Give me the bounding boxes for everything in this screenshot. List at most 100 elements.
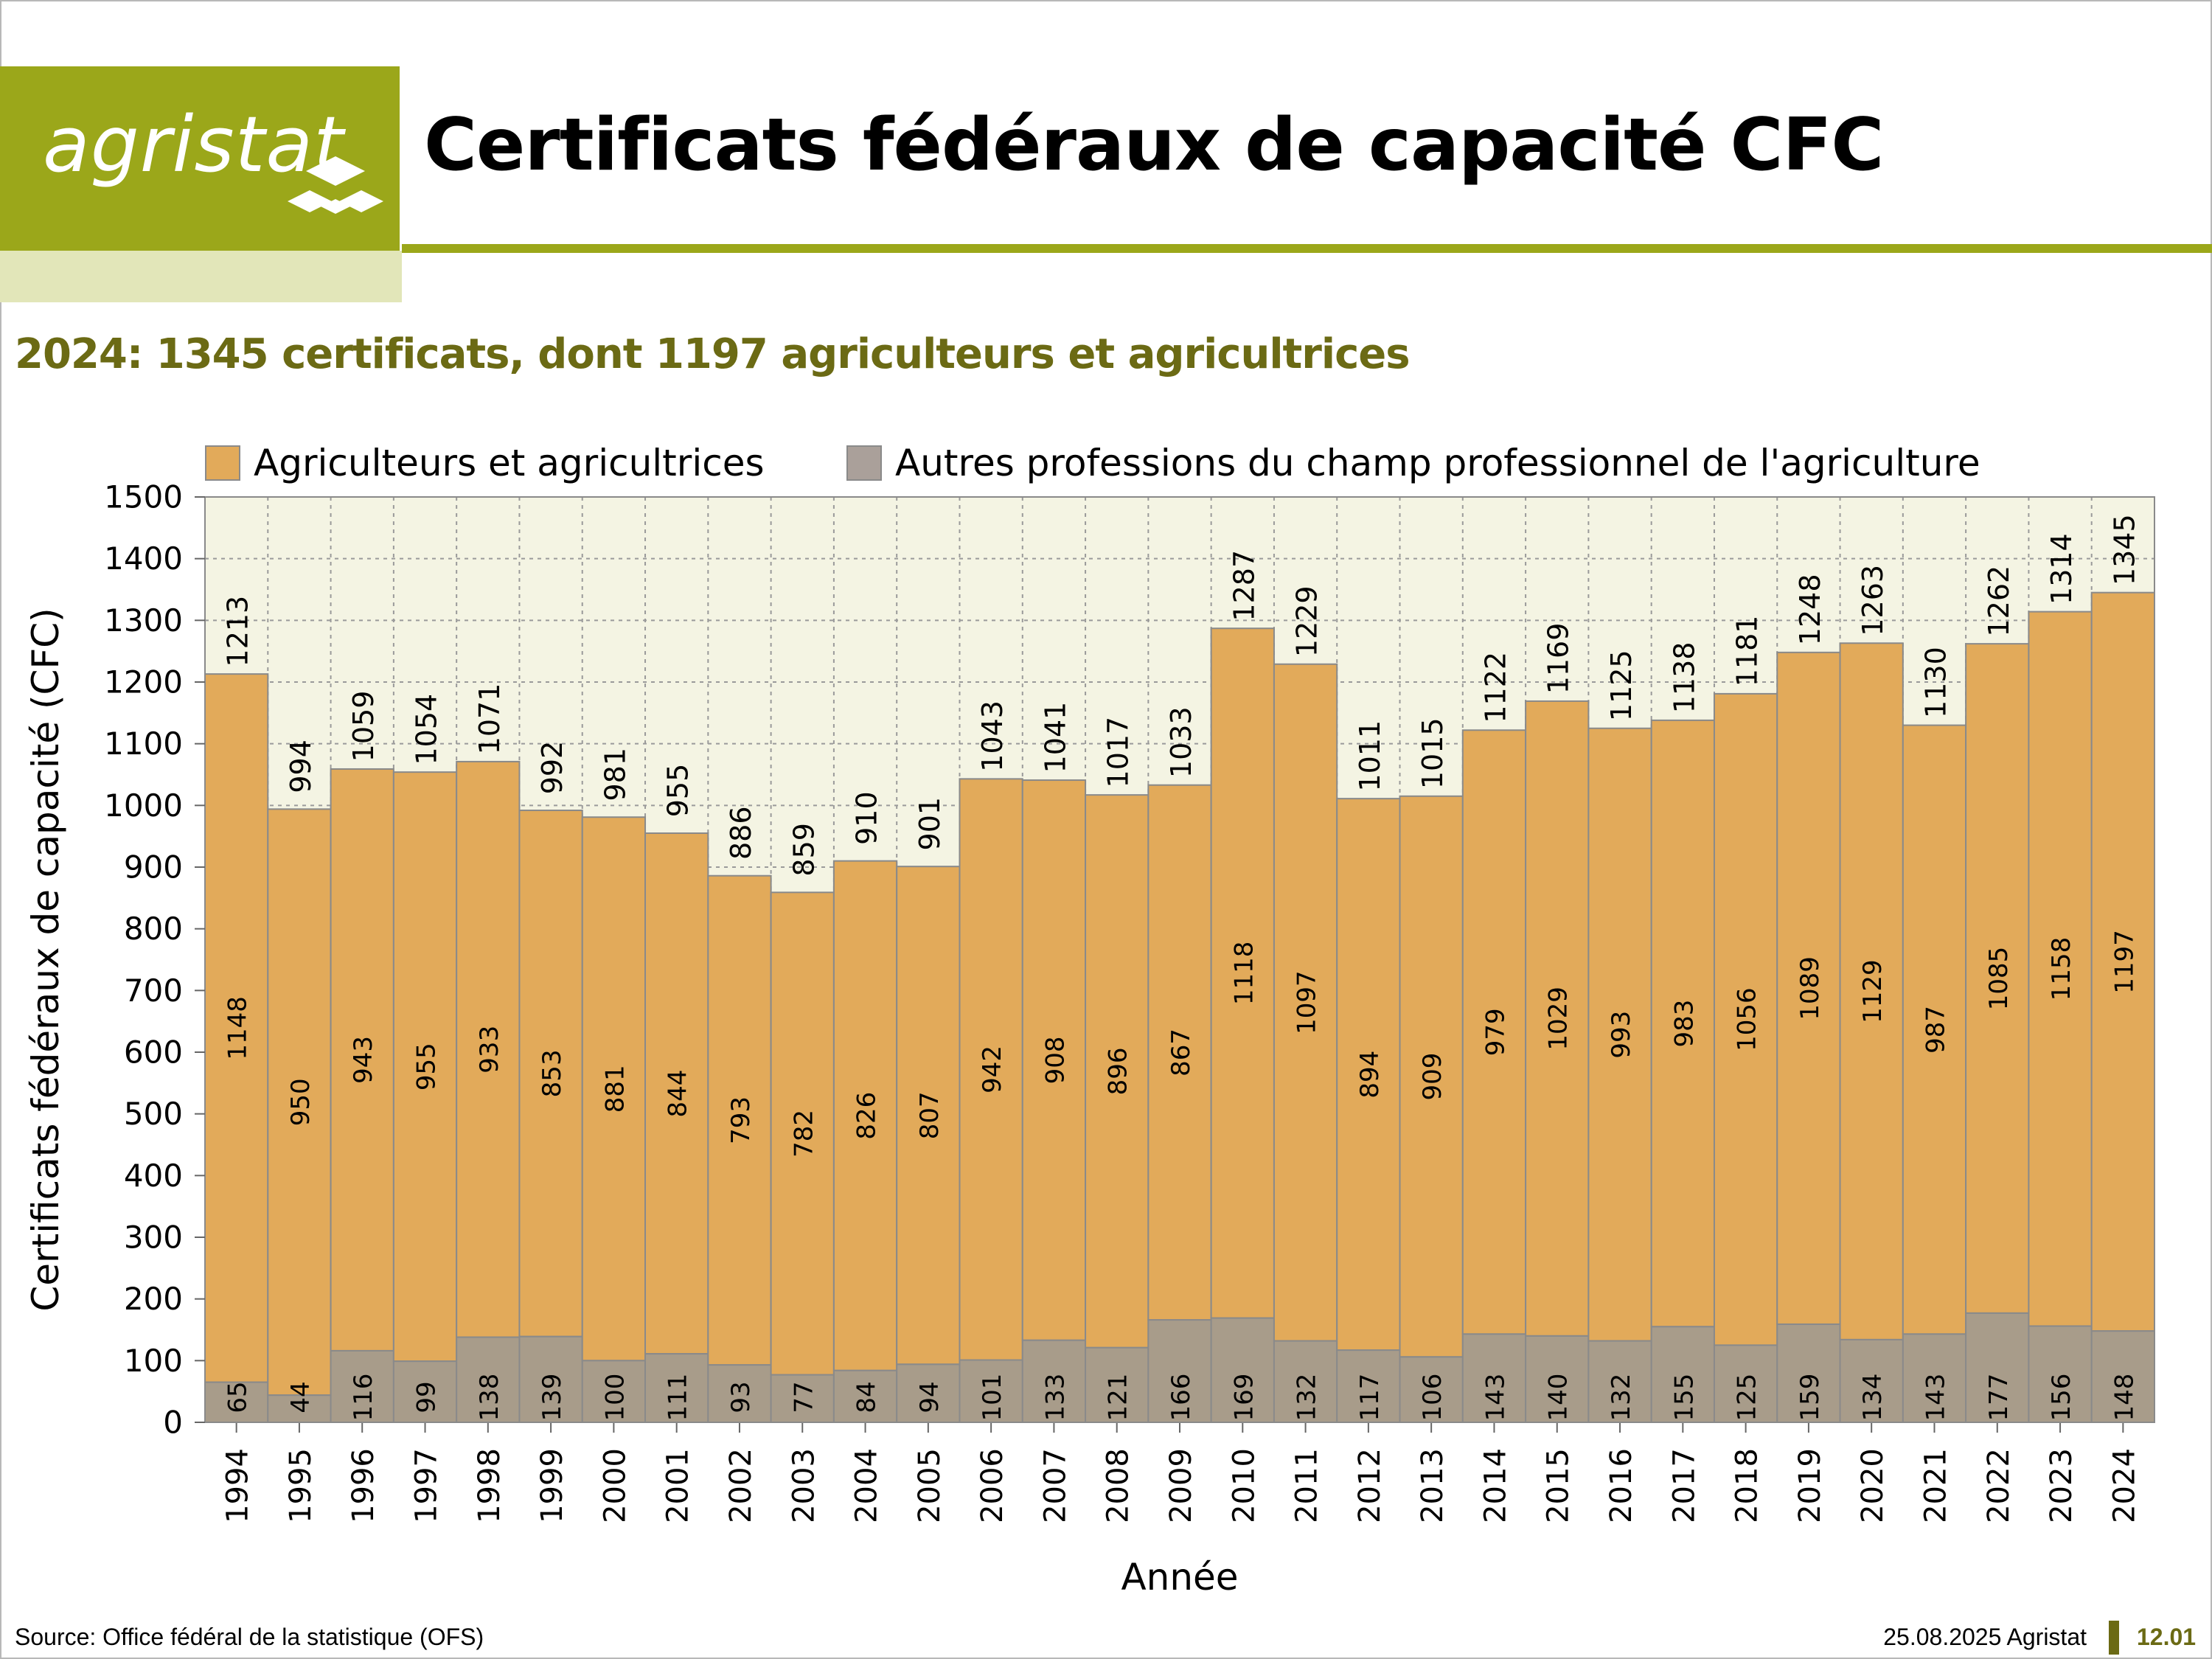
x-tick-label: 2015 bbox=[1542, 1448, 1576, 1523]
legend-item-agriculteurs: Agriculteurs et agricultrices bbox=[205, 441, 765, 485]
bar-autres bbox=[581, 1360, 647, 1424]
segment-label-autres: 100 bbox=[600, 1374, 630, 1422]
segment-label-agriculteurs: 793 bbox=[726, 1096, 756, 1144]
total-label: 1169 bbox=[1543, 623, 1575, 695]
bar-autres bbox=[1147, 1319, 1212, 1423]
y-tick-label: 800 bbox=[124, 911, 183, 947]
y-tick-label: 200 bbox=[124, 1281, 183, 1317]
bar-agriculteurs bbox=[2028, 611, 2093, 1327]
segment-label-agriculteurs: 1197 bbox=[2110, 930, 2139, 994]
y-tick-label: 600 bbox=[124, 1034, 183, 1071]
x-tick-label: 2023 bbox=[2045, 1448, 2079, 1523]
logo-accent-band bbox=[0, 251, 402, 302]
bar-autres bbox=[959, 1359, 1023, 1424]
x-tick-label: 2004 bbox=[850, 1448, 884, 1523]
x-tick-label: 2011 bbox=[1290, 1448, 1324, 1523]
total-label: 1138 bbox=[1668, 642, 1700, 714]
total-label: 1043 bbox=[976, 700, 1009, 772]
segment-label-autres: 159 bbox=[1795, 1374, 1825, 1422]
total-label: 910 bbox=[851, 791, 883, 845]
y-tick-label: 1400 bbox=[104, 540, 183, 577]
y-tick-label: 1000 bbox=[104, 787, 183, 824]
segment-label-autres: 140 bbox=[1544, 1374, 1573, 1422]
segment-label-agriculteurs: 826 bbox=[852, 1092, 882, 1140]
segment-label-autres: 166 bbox=[1166, 1374, 1196, 1422]
title-underline bbox=[402, 244, 2212, 253]
total-label: 1263 bbox=[1857, 565, 1889, 636]
segment-label-agriculteurs: 894 bbox=[1355, 1051, 1385, 1099]
segment-label-agriculteurs: 955 bbox=[412, 1043, 442, 1091]
x-tick-label: 2007 bbox=[1038, 1448, 1072, 1523]
segment-label-agriculteurs: 1056 bbox=[1733, 987, 1762, 1051]
total-label: 1314 bbox=[2045, 533, 2078, 605]
x-tick-label: 2020 bbox=[1856, 1448, 1890, 1523]
y-tick-label: 1500 bbox=[104, 479, 183, 515]
total-label: 1125 bbox=[1605, 650, 1638, 721]
x-tick-label: 1996 bbox=[347, 1448, 380, 1523]
segment-label-autres: 94 bbox=[915, 1381, 945, 1413]
segment-label-autres: 139 bbox=[538, 1374, 567, 1422]
x-tick-label: 2001 bbox=[661, 1448, 695, 1523]
x-tick-label: 2009 bbox=[1164, 1448, 1198, 1523]
y-tick-label: 1200 bbox=[104, 664, 183, 700]
x-tick-label: 1999 bbox=[535, 1448, 569, 1523]
segment-label-autres: 84 bbox=[852, 1381, 882, 1413]
logo-text: agristat bbox=[43, 100, 344, 189]
bar-autres bbox=[456, 1336, 521, 1424]
x-tick-label: 2021 bbox=[1919, 1448, 1952, 1523]
segment-label-agriculteurs: 1129 bbox=[1858, 959, 1888, 1023]
bar-autres bbox=[1776, 1323, 1841, 1423]
legend-label-autres: Autres professions du champ professionne… bbox=[895, 442, 1980, 484]
total-label: 1033 bbox=[1165, 706, 1197, 778]
source-note: Source: Office fédéral de la statistique… bbox=[15, 1624, 484, 1650]
y-tick-label: 1300 bbox=[104, 602, 183, 639]
bar-autres bbox=[2028, 1325, 2093, 1423]
y-tick-label: 0 bbox=[163, 1405, 183, 1441]
segment-label-agriculteurs: 950 bbox=[286, 1078, 316, 1126]
bar-agriculteurs bbox=[959, 778, 1023, 1361]
segment-label-autres: 132 bbox=[1293, 1374, 1322, 1422]
x-tick-label: 2013 bbox=[1416, 1448, 1450, 1523]
segment-label-agriculteurs: 942 bbox=[978, 1046, 1007, 1093]
bar-agriculteurs bbox=[1273, 663, 1338, 1342]
x-tick-label: 2000 bbox=[598, 1448, 632, 1523]
total-label: 1041 bbox=[1039, 702, 1071, 773]
segment-label-agriculteurs: 782 bbox=[789, 1110, 818, 1158]
bar-autres bbox=[644, 1353, 709, 1424]
segment-label-autres: 143 bbox=[1481, 1374, 1510, 1422]
bar-agriculteurs bbox=[1210, 627, 1275, 1319]
bar-agriculteurs bbox=[1776, 651, 1841, 1325]
total-label: 1122 bbox=[1479, 652, 1512, 723]
x-tick-label: 2016 bbox=[1604, 1448, 1638, 1523]
y-tick-label: 1100 bbox=[104, 726, 183, 762]
y-tick-label: 300 bbox=[124, 1220, 183, 1256]
y-tick-label: 100 bbox=[124, 1343, 183, 1379]
total-label: 992 bbox=[536, 741, 568, 795]
segment-label-agriculteurs: 1029 bbox=[1544, 987, 1573, 1051]
segment-label-agriculteurs: 1085 bbox=[1984, 947, 2014, 1011]
x-tick-label: 2005 bbox=[913, 1448, 947, 1523]
total-label: 886 bbox=[725, 806, 757, 860]
x-tick-label: 2017 bbox=[1667, 1448, 1701, 1523]
total-label: 1248 bbox=[1794, 574, 1826, 645]
bar-autres bbox=[896, 1363, 961, 1424]
segment-label-autres: 148 bbox=[2110, 1374, 2139, 1422]
bar-autres bbox=[1650, 1326, 1715, 1423]
segment-label-autres: 143 bbox=[1921, 1374, 1950, 1422]
total-label: 1017 bbox=[1102, 717, 1135, 788]
y-tick-label: 400 bbox=[124, 1158, 183, 1194]
page-number: 12.01 bbox=[2137, 1624, 2197, 1650]
segment-label-autres: 117 bbox=[1355, 1374, 1385, 1422]
bar-agriculteurs bbox=[330, 768, 394, 1352]
segment-label-autres: 155 bbox=[1669, 1374, 1699, 1422]
x-tick-label: 1995 bbox=[284, 1448, 318, 1523]
bar-autres bbox=[1085, 1346, 1150, 1423]
segment-label-autres: 121 bbox=[1104, 1374, 1133, 1422]
segment-label-agriculteurs: 881 bbox=[600, 1065, 630, 1113]
bar-agriculteurs bbox=[518, 810, 583, 1338]
segment-label-agriculteurs: 844 bbox=[664, 1070, 693, 1118]
total-label: 1059 bbox=[347, 691, 380, 762]
y-tick-label: 500 bbox=[124, 1096, 183, 1132]
y-tick-label: 900 bbox=[124, 849, 183, 886]
